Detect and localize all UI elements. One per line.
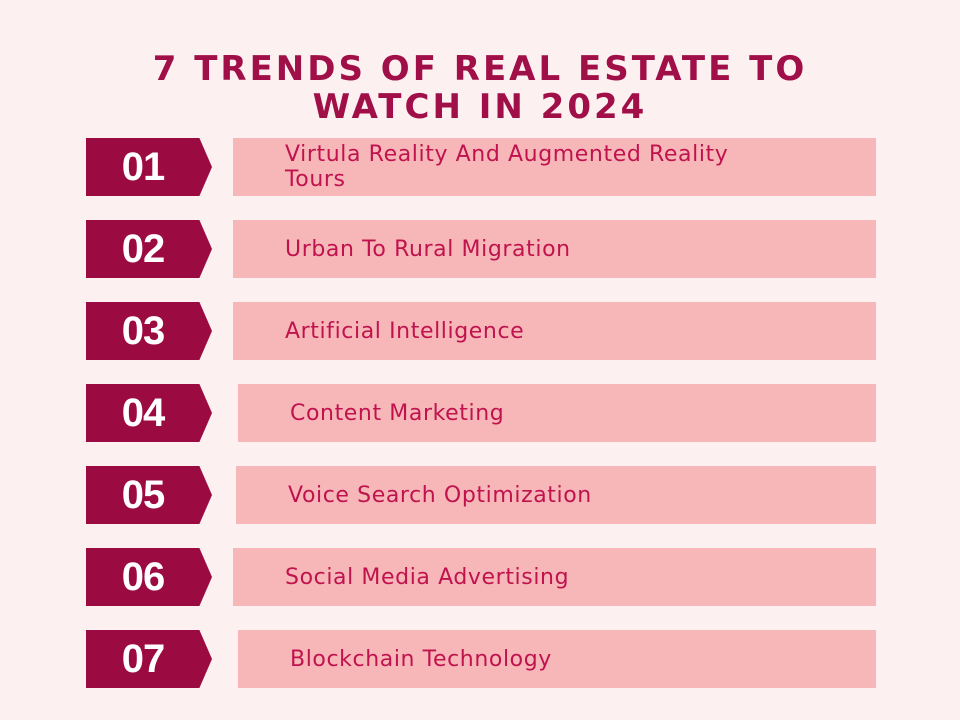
trend-item-02: 02 Urban To Rural Migration [0, 220, 960, 278]
number-badge: 02 [86, 220, 212, 278]
trend-item-03: 03 Artificial Intelligence [0, 302, 960, 360]
number-badge: 03 [86, 302, 212, 360]
trend-number: 05 [121, 472, 165, 517]
page-title: 7 TRENDS OF REAL ESTATE TO WATCH IN 2024 [0, 50, 960, 126]
number-badge: 04 [86, 384, 212, 442]
trend-bar: Social Media Advertising [233, 548, 876, 606]
trend-number: 02 [121, 226, 165, 271]
trend-bar: Urban To Rural Migration [233, 220, 876, 278]
trend-bar: Artificial Intelligence [233, 302, 876, 360]
trend-label: Blockchain Technology [290, 646, 552, 672]
trend-item-05: 05 Voice Search Optimization [0, 466, 960, 524]
trend-number: 07 [121, 636, 165, 681]
trend-label: Voice Search Optimization [288, 482, 592, 508]
number-badge: 01 [86, 138, 212, 196]
trend-bar: Content Marketing [238, 384, 876, 442]
title-line-2: WATCH IN 2024 [312, 87, 648, 127]
number-badge: 05 [86, 466, 212, 524]
trend-number: 03 [121, 308, 165, 353]
trend-label: Content Marketing [290, 400, 505, 426]
trend-bar: Blockchain Technology [238, 630, 876, 688]
trend-bar: Voice Search Optimization [236, 466, 876, 524]
trend-item-06: 06 Social Media Advertising [0, 548, 960, 606]
trend-number: 04 [121, 390, 165, 435]
trend-number: 01 [121, 144, 165, 189]
number-badge: 06 [86, 548, 212, 606]
trend-item-07: 07 Blockchain Technology [0, 630, 960, 688]
trend-item-01: 01 Virtula Reality And Augmented Reality… [0, 138, 960, 196]
number-badge: 07 [86, 630, 212, 688]
trend-number: 06 [121, 554, 165, 599]
trend-label: Social Media Advertising [285, 564, 570, 590]
trend-bar: Virtula Reality And Augmented Reality To… [233, 138, 876, 196]
trend-label: Artificial Intelligence [285, 318, 525, 344]
trend-label: Virtula Reality And Augmented Reality To… [285, 142, 729, 192]
title-line-1: 7 TRENDS OF REAL ESTATE TO [152, 49, 808, 89]
trend-label: Urban To Rural Migration [285, 236, 571, 262]
trend-item-04: 04 Content Marketing [0, 384, 960, 442]
